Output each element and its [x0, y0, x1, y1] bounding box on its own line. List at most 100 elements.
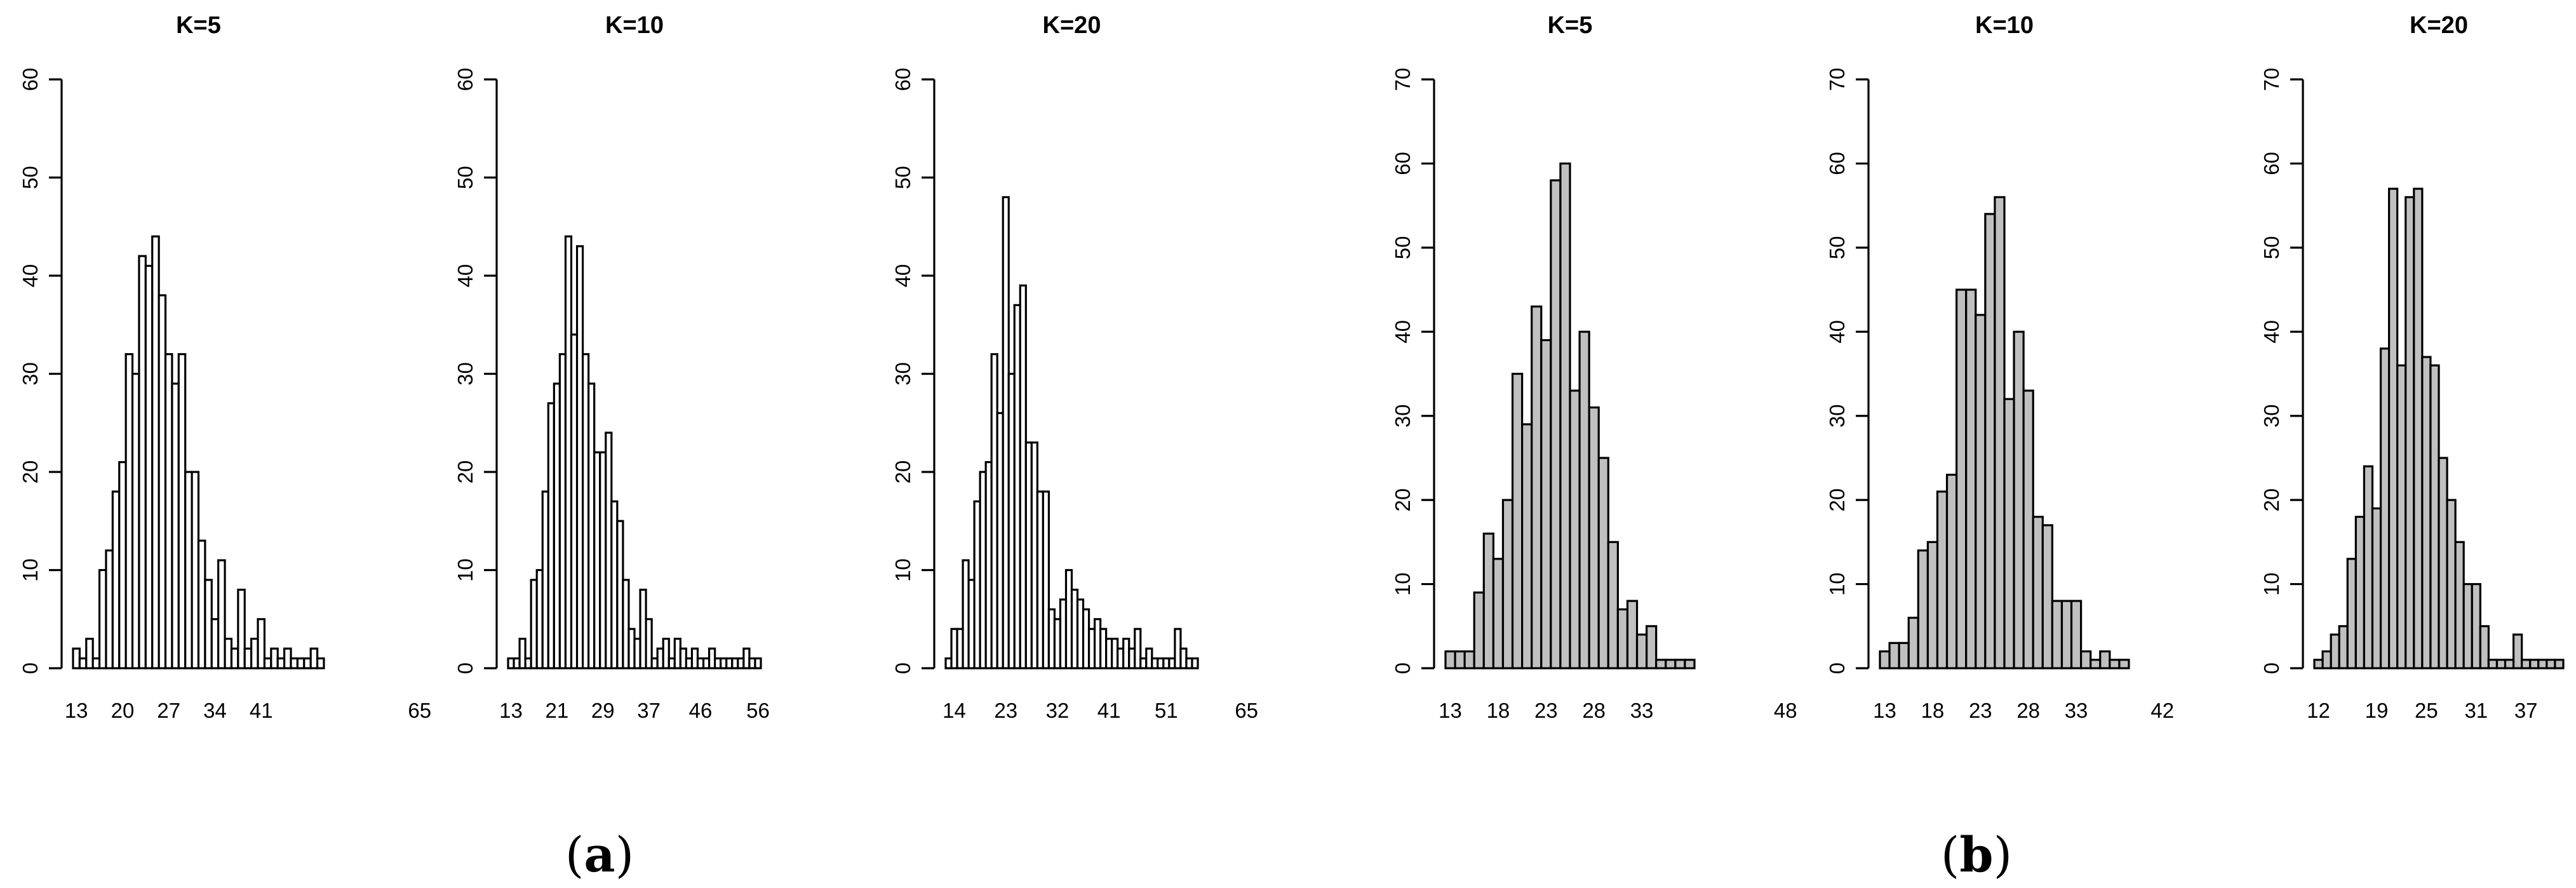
x-tick-label: 48 — [1774, 699, 1797, 722]
histogram-bar — [1588, 406, 1600, 669]
histogram-bar — [2537, 659, 2548, 669]
y-tick-label: 40 — [1825, 320, 1849, 344]
histogram-bar — [754, 657, 762, 669]
histogram-bar — [645, 618, 653, 669]
histogram-bar — [1655, 659, 1667, 669]
histogram-panel-2: K=10 0 10 20 30 40 50 60 13 21 29 37 46 56 — [453, 12, 770, 722]
x-tick-label: 23 — [1969, 699, 1992, 722]
histogram-bar — [1521, 423, 1533, 669]
histogram-bar — [1569, 389, 1581, 669]
panel-title: K=5 — [176, 12, 221, 39]
y-tick-label: 20 — [2260, 488, 2283, 512]
histogram-bar — [1888, 642, 1900, 669]
caption-a: (a) — [565, 826, 634, 883]
histogram-bar — [1635, 633, 1648, 669]
y-tick-label: 0 — [2260, 663, 2283, 674]
x-tick-label: 33 — [2065, 699, 2088, 722]
histogram-bar — [1597, 457, 1609, 669]
histogram-bar — [1955, 288, 1968, 669]
histogram-bar — [2041, 524, 2053, 669]
x-tick-label: 23 — [1534, 699, 1558, 722]
x-tick-label: 31 — [2464, 699, 2488, 722]
histogram-bar — [1879, 650, 1891, 669]
y-tick-label: 20 — [891, 461, 915, 484]
y-tick-label: 60 — [891, 68, 915, 91]
x-tick-label: 42 — [2150, 699, 2174, 722]
histogram-panel-3: K=20 0 10 20 30 40 50 60 14 23 32 41 51 65 — [891, 12, 1258, 722]
x-tick-label: 13 — [499, 699, 523, 722]
histogram-bar — [2529, 659, 2540, 669]
y-tick-label: 40 — [18, 264, 42, 288]
histogram-bar — [2479, 625, 2490, 669]
y-tick-label: 10 — [1825, 572, 1849, 596]
x-tick-label: 12 — [2307, 699, 2330, 722]
histogram-bar — [1511, 372, 1524, 669]
y-tick-label: 30 — [453, 362, 477, 386]
histogram-bar — [1936, 490, 1949, 669]
y-tick-label: 60 — [2260, 152, 2283, 175]
histogram-bar — [1191, 657, 1199, 669]
histogram-bar — [1482, 532, 1494, 669]
x-tick-label: 28 — [1582, 699, 1606, 722]
histogram-bar — [2118, 659, 2130, 669]
y-tick-label: 10 — [2260, 572, 2283, 596]
histogram-bar — [1473, 591, 1485, 669]
histogram-bar — [85, 638, 94, 669]
histogram-bar — [1501, 499, 1514, 669]
x-tick-label: 41 — [250, 699, 273, 722]
y-tick-label: 10 — [453, 558, 477, 582]
y-tick-label: 0 — [891, 663, 915, 674]
y-tick-label: 40 — [1391, 320, 1414, 344]
histogram-bar — [2109, 659, 2121, 669]
y-tick-label: 50 — [18, 166, 42, 189]
y-tick-label: 60 — [453, 68, 477, 91]
histogram-bar — [217, 559, 226, 669]
y-tick-label: 50 — [453, 166, 477, 189]
histogram-bar — [237, 588, 246, 669]
histogram-bar — [2051, 600, 2063, 669]
histogram-bar — [2396, 364, 2407, 669]
y-tick-label: 70 — [1391, 68, 1414, 91]
histogram-bar — [2546, 659, 2556, 669]
histogram-bar — [1975, 314, 1987, 669]
histogram-bar — [2354, 516, 2365, 669]
histogram-panel-6: K=20 0 10 20 30 40 50 60 70 12 19 25 31 37 — [2260, 12, 2565, 722]
histogram-bar — [2521, 659, 2532, 669]
x-tick-label: 51 — [1155, 699, 1178, 722]
histogram-bar — [2438, 457, 2448, 669]
x-tick-label: 28 — [2016, 699, 2040, 722]
histogram-bar — [1926, 541, 1939, 669]
x-tick-label: 13 — [65, 699, 88, 722]
histogram-bar — [622, 579, 630, 669]
histogram-bar — [1578, 330, 1590, 669]
x-tick-label: 56 — [746, 699, 770, 722]
x-tick-label: 34 — [203, 699, 227, 722]
histogram-bar — [1492, 558, 1505, 669]
histogram-bar — [2346, 558, 2357, 669]
y-tick-label: 30 — [18, 362, 42, 386]
histogram-bar — [2338, 625, 2349, 669]
histogram-bar — [2321, 650, 2332, 669]
y-tick-label: 40 — [891, 264, 915, 288]
histogram-bar — [1042, 490, 1050, 669]
y-tick-label: 30 — [1391, 404, 1414, 427]
histogram-bar — [2512, 633, 2523, 669]
histogram-panel-5: K=10 0 10 20 30 40 50 60 70 13 18 23 28 33 42 — [1825, 12, 2174, 722]
x-tick-label: 65 — [408, 699, 431, 722]
histogram-bar — [2032, 516, 2044, 669]
y-tick-label: 40 — [453, 264, 477, 288]
x-tick-label: 33 — [1630, 699, 1654, 722]
x-tick-label: 13 — [1439, 699, 1462, 722]
histogram-bar — [2504, 659, 2515, 669]
histogram-bar — [1665, 659, 1677, 669]
x-tick-label: 37 — [637, 699, 661, 722]
histogram-bar — [2388, 187, 2399, 669]
histogram-bar — [316, 657, 325, 669]
x-tick-label: 29 — [591, 699, 615, 722]
y-tick-label: 50 — [1391, 236, 1414, 259]
y-tick-label: 60 — [1825, 152, 1849, 175]
histogram-bar — [2462, 582, 2473, 669]
histogram-bar — [2471, 582, 2481, 669]
histogram-bar — [2487, 659, 2499, 669]
